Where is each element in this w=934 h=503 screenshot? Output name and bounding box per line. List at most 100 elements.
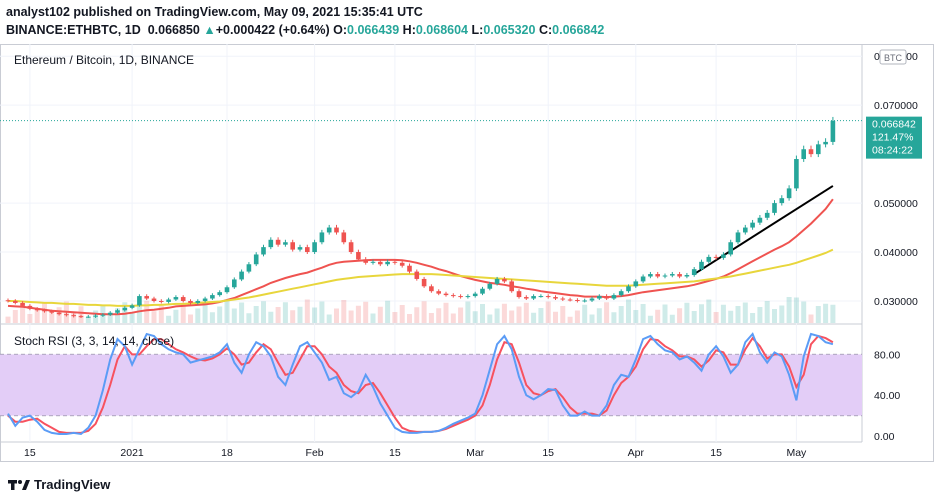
candle-body <box>713 256 719 258</box>
candle-body <box>655 274 660 277</box>
volume-bar <box>618 306 624 323</box>
price-tick-label: 0.040000 <box>874 247 918 259</box>
volume-bar <box>71 312 77 323</box>
candle-body <box>480 288 485 294</box>
volume-bar <box>42 303 47 323</box>
price-change: +0.000422 (+0.64%) <box>215 23 330 37</box>
volume-bar <box>217 306 223 323</box>
volume-bar <box>144 300 150 323</box>
volume-bar <box>355 305 361 323</box>
time-tick-label: Mar <box>466 447 485 459</box>
volume-bar <box>728 310 734 323</box>
volume-bar <box>12 310 18 323</box>
time-tick-label: 15 <box>710 447 722 459</box>
volume-bar <box>129 312 135 323</box>
candle-body <box>385 261 390 265</box>
chart-svg[interactable]: 0.0800000.0700000.0500000.0400000.030000… <box>0 44 934 462</box>
candle-body <box>100 314 106 316</box>
volume-bar <box>560 306 566 323</box>
candle-body <box>319 232 325 243</box>
candle-body <box>801 149 806 160</box>
candle-body <box>224 287 230 293</box>
candles[interactable] <box>5 116 836 318</box>
candle-body <box>414 271 420 279</box>
candle-body <box>217 292 222 296</box>
candle-body <box>378 261 383 265</box>
volume-bar <box>282 302 288 323</box>
volume-bar <box>684 302 690 323</box>
volume-bar <box>27 314 33 323</box>
chart-area[interactable]: 0.0800000.0700000.0500000.0400000.030000… <box>0 44 934 462</box>
last-price-tag: 0.066842 121.47% 08:24:22 <box>866 116 922 159</box>
volume-bar <box>253 306 259 323</box>
candle-body <box>334 227 339 233</box>
price-tick-label: 0.070000 <box>874 100 918 112</box>
volume-bar <box>202 302 208 323</box>
candle-body <box>743 227 748 233</box>
candle-body <box>115 310 120 313</box>
tradingview-logo-icon[interactable] <box>8 478 30 492</box>
volume-bar <box>436 308 442 323</box>
volume-bar <box>392 312 398 323</box>
candle-body <box>451 295 456 297</box>
volume-bar <box>501 303 507 323</box>
candle-body <box>268 239 274 248</box>
ma-line-ma50 <box>8 248 834 307</box>
stoch-rsi-tick-label: 80.00 <box>874 349 900 361</box>
candle-body <box>677 274 682 277</box>
volume-bar <box>633 310 639 323</box>
volume-bar <box>706 299 712 323</box>
tradingview-brand[interactable]: TradingView <box>34 477 111 492</box>
volume-bar <box>319 301 325 323</box>
volume-bar <box>815 306 821 323</box>
volume-bar <box>85 317 91 323</box>
candle-body <box>326 227 332 233</box>
candle-body <box>545 296 551 298</box>
candle-body <box>363 259 368 263</box>
candle-body <box>20 302 25 306</box>
ma-line-ma20 <box>7 198 834 316</box>
candle-body <box>458 296 463 298</box>
candle-body <box>786 188 792 199</box>
currency-badge-box[interactable] <box>879 49 907 65</box>
volume-bar <box>823 303 829 323</box>
volume-bar <box>414 307 420 323</box>
volume-bar <box>677 308 683 323</box>
volume-bar <box>275 307 281 323</box>
candle-body <box>297 247 303 250</box>
close-label: C: <box>538 23 553 37</box>
candle-body <box>618 291 624 296</box>
candle-body <box>502 278 507 282</box>
candle-body <box>246 264 252 272</box>
volume-bar <box>173 309 179 323</box>
candle-body <box>144 296 149 299</box>
volume-bar <box>268 311 274 323</box>
candle-body <box>210 295 215 299</box>
volume-bar <box>34 308 40 323</box>
last-price-box <box>866 116 922 159</box>
volume-bar <box>808 314 814 323</box>
price-tick-label: 0.050000 <box>874 198 918 210</box>
volume-bar <box>494 308 500 323</box>
candle-body <box>305 247 310 253</box>
candle-body <box>356 252 361 260</box>
high-label: H: <box>402 23 416 37</box>
candle-body <box>137 296 142 306</box>
candle-body <box>107 312 113 315</box>
candle-body <box>399 262 405 266</box>
candle-body <box>166 299 171 302</box>
candle-body <box>232 279 237 288</box>
volume-bar <box>115 308 120 323</box>
candle-body <box>472 293 478 297</box>
time-tick-label: 15 <box>389 447 401 459</box>
candle-body <box>531 296 536 299</box>
volume-bar <box>443 302 449 323</box>
footer: TradingView <box>0 472 300 500</box>
candle-body <box>699 261 704 270</box>
volume-bar <box>107 314 113 323</box>
candle-body <box>180 297 186 301</box>
volume-bar <box>830 304 836 323</box>
volume-bar <box>290 310 296 323</box>
stoch-rsi-tick-label: 40.00 <box>874 390 900 402</box>
volume-bar <box>480 304 485 323</box>
